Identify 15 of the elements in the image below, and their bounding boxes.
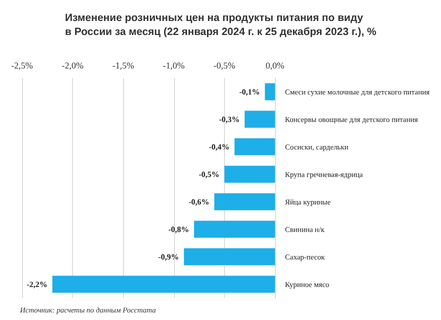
x-tick-label: -1,0% [162, 60, 186, 70]
data-label: -0,6% [188, 197, 210, 206]
data-label: -0,5% [198, 170, 220, 179]
data-label: -0,8% [168, 224, 190, 234]
chart-title: Изменение розничных цен на продукты питания по виду в России за месяц (22 января 2024 г. к 25 декабря 2023 г.), % [65, 12, 378, 38]
x-tick-label: -2,5% [11, 60, 34, 70]
x-tick-label: -0,5% [214, 60, 236, 70]
data-label: -0,9% [158, 252, 179, 262]
data-label: -0,1% [239, 87, 260, 96]
data-label: -0,4% [208, 142, 230, 152]
x-tick-label: 0,0% [266, 60, 285, 70]
x-tick-label: -1,5% [112, 60, 135, 70]
data-label: -0,3% [218, 114, 240, 124]
x-tick-label: -2,0% [62, 60, 84, 70]
data-label: -2,2% [26, 280, 48, 289]
